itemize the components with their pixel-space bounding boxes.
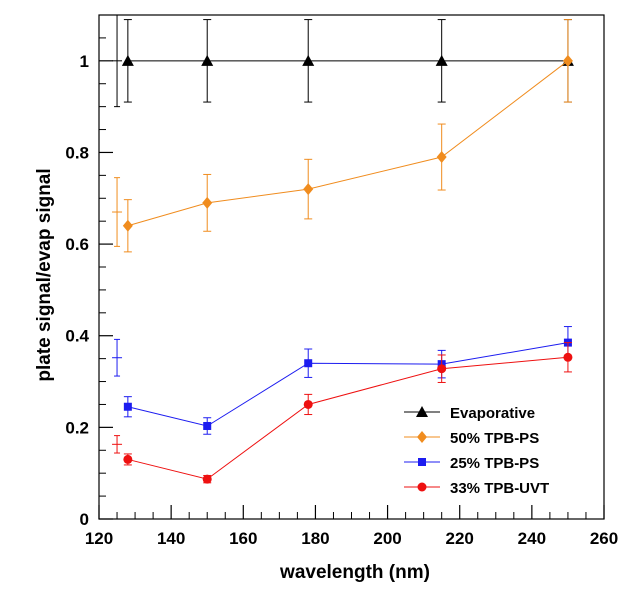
data-point	[203, 421, 212, 430]
data-point	[436, 151, 447, 164]
legend-label: 25% TPB-PS	[450, 455, 539, 472]
data-point	[304, 359, 313, 368]
legend-label: Evaporative	[450, 405, 535, 422]
legend-marker	[417, 431, 427, 443]
series-0	[112, 14, 574, 108]
legend-label: 50% TPB-PS	[450, 430, 539, 447]
y-axis-title: plate signal/evap signal	[34, 168, 55, 381]
series-3	[112, 342, 573, 484]
data-point	[123, 402, 132, 411]
tick-labels: 120 140 160 180 200 220 240 260 0 0.2 0.4 0.6 0.8 1	[65, 52, 618, 548]
x-tick-label: 220	[446, 529, 474, 548]
series-line	[127, 60, 569, 227]
legend-marker	[418, 458, 426, 466]
y-tick-label: 0.8	[65, 143, 89, 162]
data-point	[202, 196, 213, 209]
data-point	[437, 364, 447, 374]
data-point	[202, 474, 212, 484]
x-tick-label: 140	[157, 529, 185, 548]
data-point	[303, 399, 313, 409]
y-tick-label: 0.2	[65, 418, 89, 437]
x-tick-label: 180	[301, 529, 329, 548]
legend-marker	[417, 482, 427, 492]
series-1	[112, 19, 573, 253]
legend-marker	[416, 406, 428, 417]
x-tick-label: 260	[590, 529, 618, 548]
data-point	[302, 54, 315, 66]
tick-marks	[98, 14, 605, 520]
y-tick-label: 0.4	[65, 327, 89, 346]
legend-entry-3: 33% TPB-UVT	[404, 480, 549, 497]
y-tick-label: 0	[80, 510, 89, 529]
data-point	[121, 54, 134, 66]
series-layer	[112, 14, 574, 484]
data-point	[303, 183, 314, 196]
legend: Evaporative 50% TPB-PS 25% TPB-PS 33% TPB-U…	[404, 405, 549, 497]
data-point	[562, 54, 573, 67]
data-point	[435, 54, 448, 66]
x-tick-label: 240	[518, 529, 546, 548]
legend-entry-2: 25% TPB-PS	[404, 455, 539, 472]
data-point	[122, 219, 133, 232]
x-tick-label: 160	[229, 529, 257, 548]
x-axis-title: wavelength (nm)	[279, 562, 430, 583]
data-point	[563, 352, 573, 362]
data-point	[123, 454, 133, 464]
x-tick-label: 200	[373, 529, 401, 548]
legend-entry-0: Evaporative	[404, 405, 535, 422]
legend-label: 33% TPB-UVT	[450, 480, 549, 497]
data-point	[201, 54, 214, 66]
legend-entry-1: 50% TPB-PS	[404, 430, 539, 447]
y-tick-label: 1	[80, 52, 89, 71]
x-tick-label: 120	[85, 529, 113, 548]
y-tick-label: 0.6	[65, 235, 89, 254]
